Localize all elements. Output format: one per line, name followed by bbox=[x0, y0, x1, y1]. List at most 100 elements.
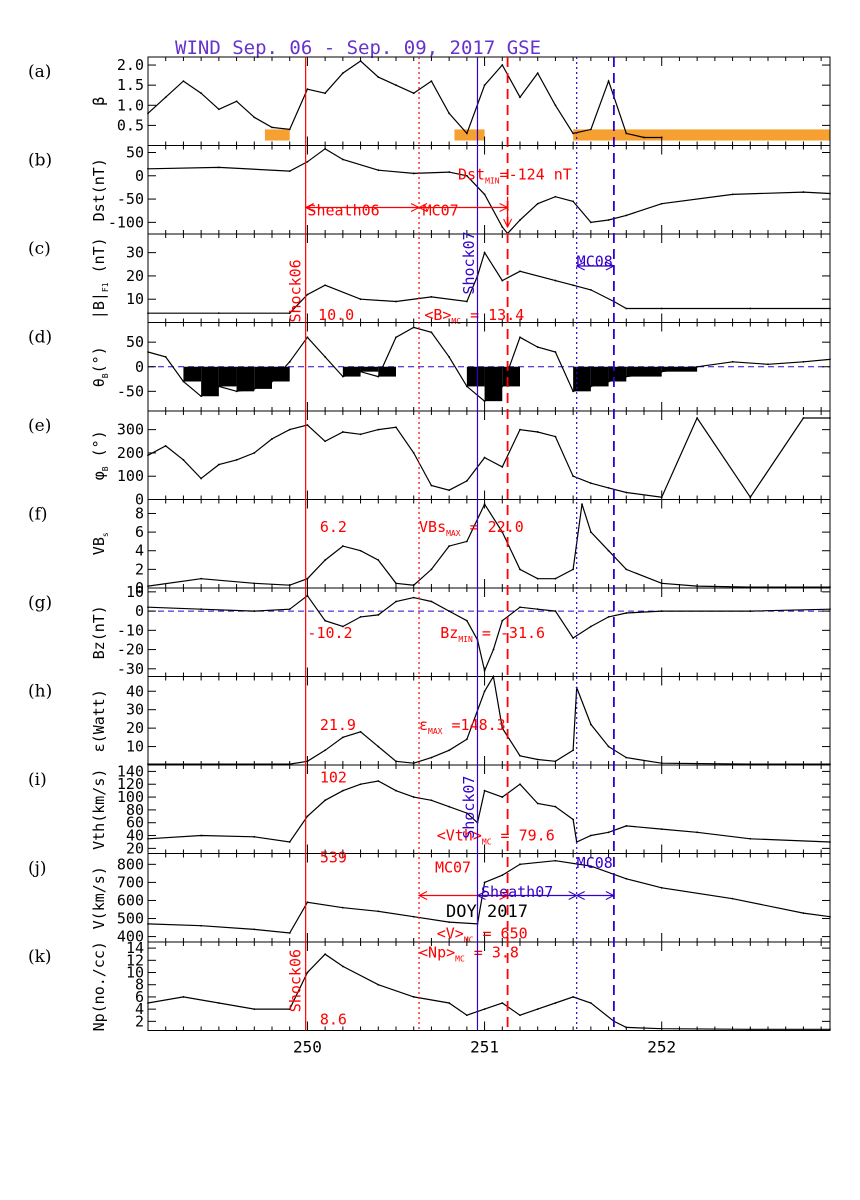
data-point bbox=[572, 749, 575, 752]
panel-d: 50 0 -50 (d) θB(°) bbox=[28, 322, 831, 412]
data-point bbox=[749, 837, 752, 840]
negative-fill-bar bbox=[183, 366, 202, 382]
data-point bbox=[341, 431, 344, 433]
panel-label: (f) bbox=[28, 505, 48, 525]
bracket-arrow-right bbox=[605, 891, 616, 900]
data-point bbox=[536, 577, 539, 580]
data-point bbox=[430, 295, 433, 298]
panel-c: 10 20 30 (c) |B|F1 (nT) 10.0 <B>MC = 13.4 MC08 S… bbox=[28, 231, 831, 326]
data-point bbox=[448, 610, 451, 612]
y-tick-label: 4 bbox=[135, 1000, 144, 1018]
panel-label: (k) bbox=[28, 947, 52, 967]
panel-label: (e) bbox=[28, 416, 51, 436]
y-tick-label: 100 bbox=[117, 788, 144, 806]
data-point bbox=[448, 489, 451, 492]
annotation: 10.0 bbox=[318, 306, 354, 324]
data-point bbox=[572, 284, 575, 287]
annotation: εMAX =148.3 bbox=[419, 716, 506, 736]
negative-fill-bar bbox=[626, 366, 662, 377]
data-point bbox=[625, 491, 628, 494]
negative-fill-bar bbox=[272, 366, 290, 382]
data-point bbox=[519, 863, 521, 866]
y-axis-label: VBs bbox=[90, 532, 110, 555]
figure-title: WIND Sep. 06 - Sep. 09, 2017 GSE bbox=[175, 37, 541, 59]
data-point bbox=[749, 307, 752, 310]
data-point bbox=[341, 375, 344, 378]
panel-g: 100-10 -20-30 (g) Bz(nT) -10.2 BzMIN = -31.6 bbox=[28, 583, 831, 678]
data-point bbox=[430, 80, 433, 83]
panel-label: (b) bbox=[28, 151, 52, 171]
bracket-arrow-left bbox=[575, 891, 585, 900]
data-point bbox=[554, 104, 557, 107]
data-point bbox=[324, 92, 327, 95]
y-axis-label: Vth(km/s) bbox=[90, 769, 108, 850]
data-point bbox=[288, 128, 291, 131]
data-point bbox=[554, 435, 557, 438]
y-tick-label: -100 bbox=[108, 213, 144, 231]
vertical-annotation: Shock06 bbox=[287, 949, 305, 1012]
data-point bbox=[501, 796, 504, 798]
data-point bbox=[182, 996, 185, 998]
data-point bbox=[483, 1008, 486, 1011]
data-point bbox=[536, 202, 539, 205]
data-point bbox=[271, 380, 273, 383]
y-tick-label: 40 bbox=[126, 827, 144, 845]
panel-label: (c) bbox=[28, 239, 51, 259]
data-point bbox=[306, 160, 309, 163]
data-point bbox=[253, 452, 256, 454]
series-line bbox=[147, 594, 831, 673]
data-point bbox=[377, 76, 380, 79]
data-point bbox=[696, 417, 699, 419]
data-point bbox=[572, 475, 575, 478]
data-point bbox=[554, 610, 557, 612]
data-point bbox=[589, 531, 592, 534]
data-point bbox=[519, 270, 521, 273]
data-point bbox=[306, 901, 309, 904]
data-point bbox=[341, 158, 344, 161]
data-point bbox=[501, 531, 504, 534]
data-point bbox=[377, 375, 380, 378]
data-point bbox=[465, 385, 468, 388]
annotation: 6.2 bbox=[320, 518, 347, 536]
data-point bbox=[288, 932, 291, 934]
data-point bbox=[412, 596, 415, 599]
data-point bbox=[217, 312, 220, 315]
data-point bbox=[519, 754, 521, 757]
data-point bbox=[253, 582, 256, 585]
y-tick-label: -30 bbox=[117, 660, 144, 678]
data-point bbox=[625, 756, 628, 759]
data-point bbox=[519, 96, 521, 99]
y-tick-label: 20 bbox=[126, 839, 144, 857]
data-point bbox=[536, 1008, 539, 1011]
data-point bbox=[802, 912, 805, 915]
interval-bracket bbox=[575, 261, 616, 271]
data-point bbox=[253, 1008, 256, 1011]
annotation: <Np>MC = 3.8 bbox=[419, 943, 519, 963]
data-point bbox=[589, 723, 592, 726]
data-point bbox=[731, 193, 734, 196]
data-point bbox=[359, 549, 362, 552]
data-point bbox=[395, 789, 397, 792]
data-point bbox=[324, 799, 327, 802]
data-point bbox=[271, 126, 273, 129]
data-point bbox=[217, 108, 220, 111]
y-tick-label: 14 bbox=[126, 939, 144, 957]
y-tick-label: 50 bbox=[126, 143, 144, 161]
y-tick-label: 400 bbox=[117, 928, 144, 946]
y-tick-label: 30 bbox=[126, 244, 144, 262]
data-point bbox=[359, 783, 362, 786]
orange-band-3 bbox=[617, 129, 830, 141]
data-point bbox=[519, 1014, 521, 1017]
data-point bbox=[306, 424, 309, 426]
data-point bbox=[235, 459, 238, 461]
data-point bbox=[288, 170, 291, 173]
data-point bbox=[465, 812, 468, 814]
data-point bbox=[448, 171, 451, 173]
data-point bbox=[483, 251, 486, 254]
data-point bbox=[430, 799, 433, 802]
data-point bbox=[501, 619, 504, 622]
negative-fill-bar bbox=[236, 366, 255, 392]
